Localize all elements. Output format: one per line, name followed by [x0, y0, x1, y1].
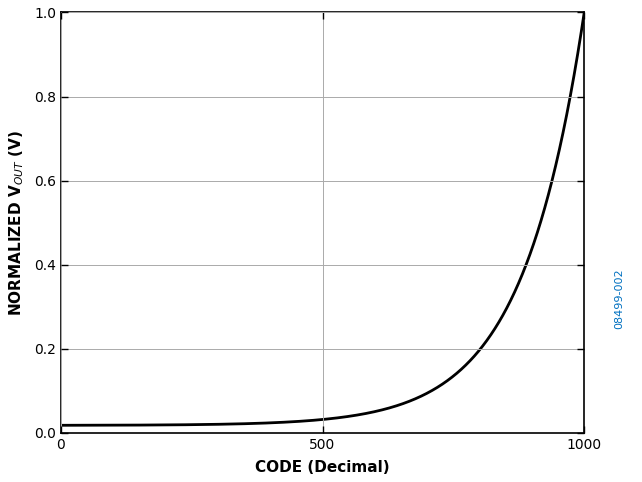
- Y-axis label: NORMALIZED V$_{OUT}$ (V): NORMALIZED V$_{OUT}$ (V): [7, 130, 26, 316]
- Text: 08499-002: 08499-002: [614, 268, 625, 329]
- X-axis label: CODE (Decimal): CODE (Decimal): [256, 460, 390, 475]
